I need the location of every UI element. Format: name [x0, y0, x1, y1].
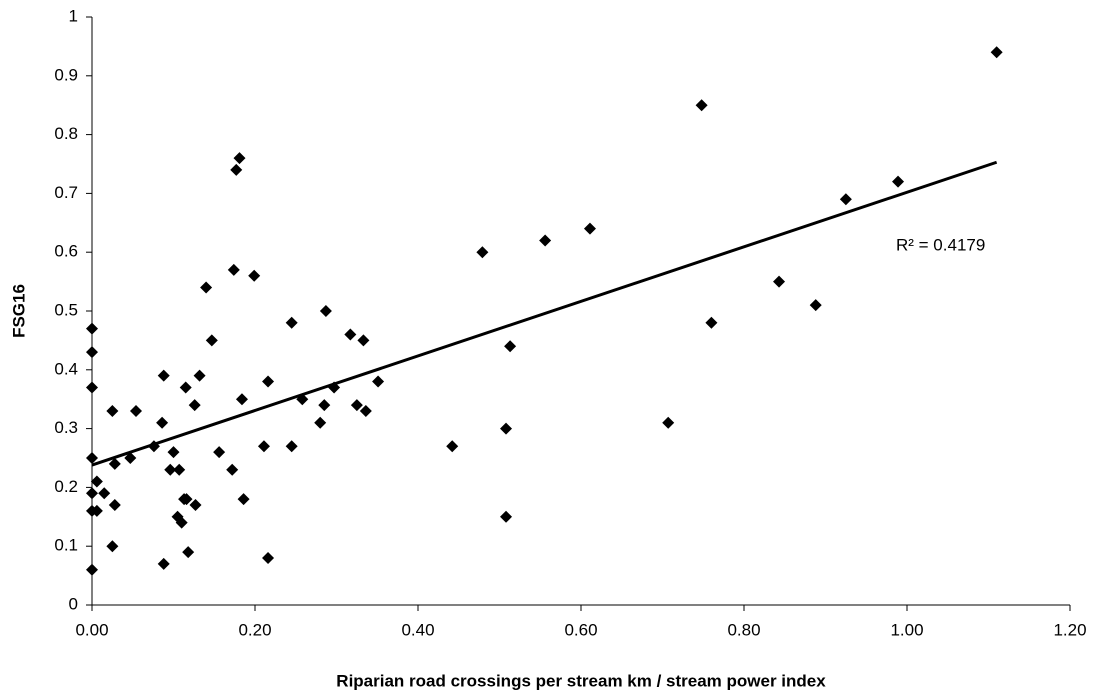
point: [227, 263, 240, 276]
y-axis-label: FSG16: [9, 284, 28, 338]
point: [662, 416, 675, 429]
annotation: R² = 0.4179: [896, 235, 985, 254]
point: [350, 399, 363, 412]
y-tick-label: 0: [69, 594, 78, 613]
y-tick-label: 0.8: [54, 124, 78, 143]
point: [285, 440, 298, 453]
x-tick-label: 0.60: [564, 620, 597, 639]
point: [809, 299, 822, 312]
x-tick-label: 0.00: [75, 620, 108, 639]
point: [188, 399, 201, 412]
point: [372, 375, 385, 388]
point: [500, 422, 513, 435]
point: [285, 316, 298, 329]
point: [257, 440, 270, 453]
x-tick-label: 1.20: [1053, 620, 1086, 639]
point: [357, 334, 370, 347]
y-tick-label: 0.2: [54, 477, 78, 496]
point: [86, 346, 98, 359]
point: [296, 393, 309, 406]
point: [193, 369, 206, 382]
point: [705, 316, 718, 329]
point: [124, 452, 137, 464]
y-tick-label: 0.4: [54, 359, 78, 378]
x-tick-label: 0.40: [401, 620, 434, 639]
point: [108, 457, 121, 470]
point: [108, 499, 121, 512]
y-tick-label: 0.3: [54, 418, 78, 437]
point: [226, 463, 239, 476]
point: [328, 381, 341, 394]
y-tick-label: 0.6: [54, 242, 78, 261]
point: [839, 193, 852, 206]
y-tick-label: 0.1: [54, 536, 78, 555]
point: [90, 504, 103, 517]
trendline: [91, 160, 998, 467]
point: [344, 328, 357, 341]
y-tick-label: 0.7: [54, 183, 78, 202]
point: [86, 381, 98, 394]
point: [156, 416, 169, 429]
y-tick-label: 1: [69, 6, 78, 25]
x-axis-label: Riparian road crossings per stream km / …: [336, 671, 826, 690]
point: [539, 234, 552, 247]
point: [90, 475, 103, 488]
point: [106, 540, 119, 553]
point: [86, 487, 98, 500]
point: [189, 499, 202, 512]
point: [446, 440, 459, 453]
point: [130, 404, 143, 417]
point: [476, 246, 489, 259]
point: [695, 99, 708, 112]
point: [173, 463, 186, 476]
point: [179, 381, 192, 394]
point: [237, 493, 250, 506]
y-tick-label: 0.5: [54, 300, 78, 319]
point: [182, 546, 195, 559]
point: [98, 487, 111, 500]
x-tick-label: 1.00: [890, 620, 923, 639]
point: [157, 369, 170, 382]
point: [213, 446, 226, 459]
point: [233, 152, 246, 165]
point: [200, 281, 213, 294]
point: [262, 551, 275, 564]
point: [175, 516, 188, 529]
point: [583, 222, 596, 235]
point: [248, 269, 261, 282]
y-tick-label: 0.9: [54, 65, 78, 84]
point: [319, 305, 332, 317]
point: [157, 557, 170, 570]
point: [167, 446, 180, 459]
point: [359, 404, 372, 417]
point: [147, 440, 160, 453]
point: [500, 510, 513, 523]
point: [205, 334, 218, 347]
point: [86, 563, 98, 576]
point: [318, 399, 331, 412]
point: [892, 175, 905, 188]
point: [164, 463, 177, 476]
point: [235, 393, 248, 406]
point: [180, 493, 193, 506]
point: [773, 275, 786, 288]
point: [230, 163, 243, 176]
point: [86, 452, 98, 464]
x-tick-label: 0.80: [727, 620, 760, 639]
x-tick-label: 0.20: [238, 620, 271, 639]
point: [106, 404, 119, 417]
point: [262, 375, 275, 388]
point: [504, 340, 517, 353]
point: [86, 322, 98, 335]
point: [990, 46, 1003, 59]
point: [314, 416, 327, 429]
